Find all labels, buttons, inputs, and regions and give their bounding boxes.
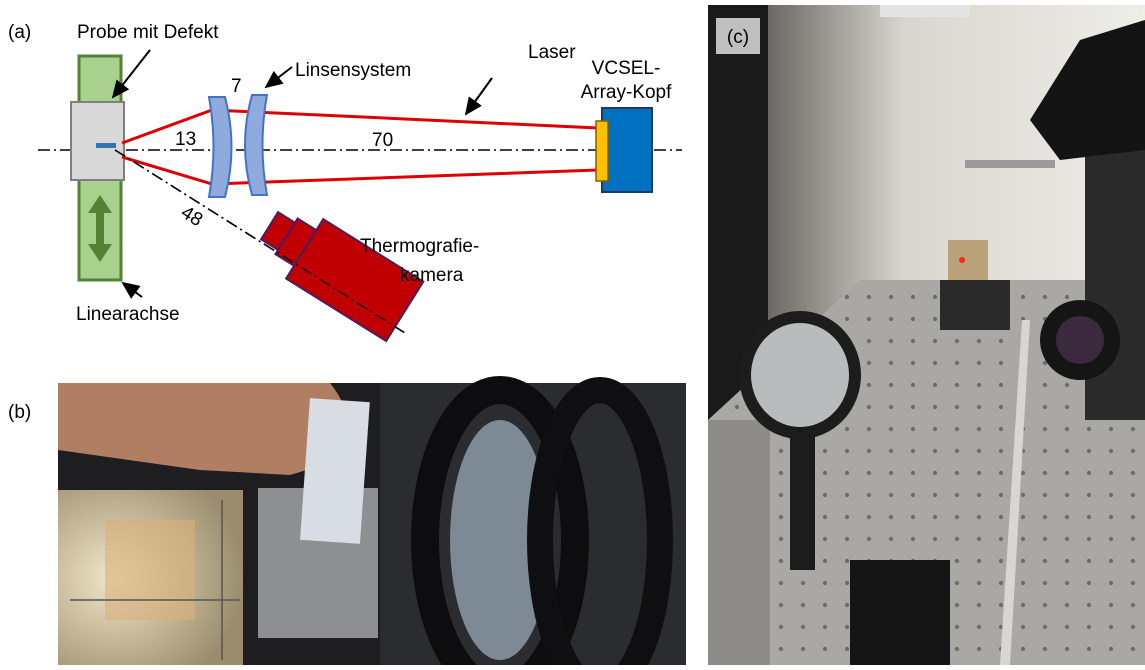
- camera-axis: [114, 149, 406, 334]
- label: Array-Kopf: [581, 82, 673, 103]
- label: Laser: [528, 42, 576, 63]
- panel-label: (a): [8, 22, 31, 43]
- vcsel-array: [595, 120, 609, 182]
- distance: 48: [177, 202, 206, 231]
- lens: [207, 96, 233, 198]
- label: VCSEL-: [592, 58, 661, 79]
- distance: 7: [231, 76, 242, 97]
- diagram: (a) Probe mit Defekt Linsensystem Laser …: [8, 22, 682, 343]
- distance: 13: [175, 129, 196, 150]
- panel-label: (b): [8, 402, 31, 423]
- label: Probe mit Defekt: [77, 22, 219, 43]
- pointer: [264, 66, 293, 89]
- label: Linsensystem: [295, 60, 411, 81]
- pointer: [121, 281, 143, 299]
- photo-b: [58, 376, 686, 670]
- label: Linearachse: [76, 304, 180, 325]
- move-arrow: [88, 195, 112, 262]
- camera: [259, 210, 425, 343]
- photo-c: (c): [708, 5, 1145, 665]
- distance: 70: [372, 130, 393, 151]
- panel-label: (c): [727, 27, 749, 48]
- vcsel-head: [601, 107, 653, 193]
- label: Thermografie-: [360, 236, 479, 257]
- pointer: [464, 77, 493, 116]
- lens: [244, 94, 269, 196]
- defect: [96, 143, 116, 148]
- sample: [70, 101, 125, 181]
- label: kamera: [400, 265, 464, 286]
- pointer: [111, 49, 151, 99]
